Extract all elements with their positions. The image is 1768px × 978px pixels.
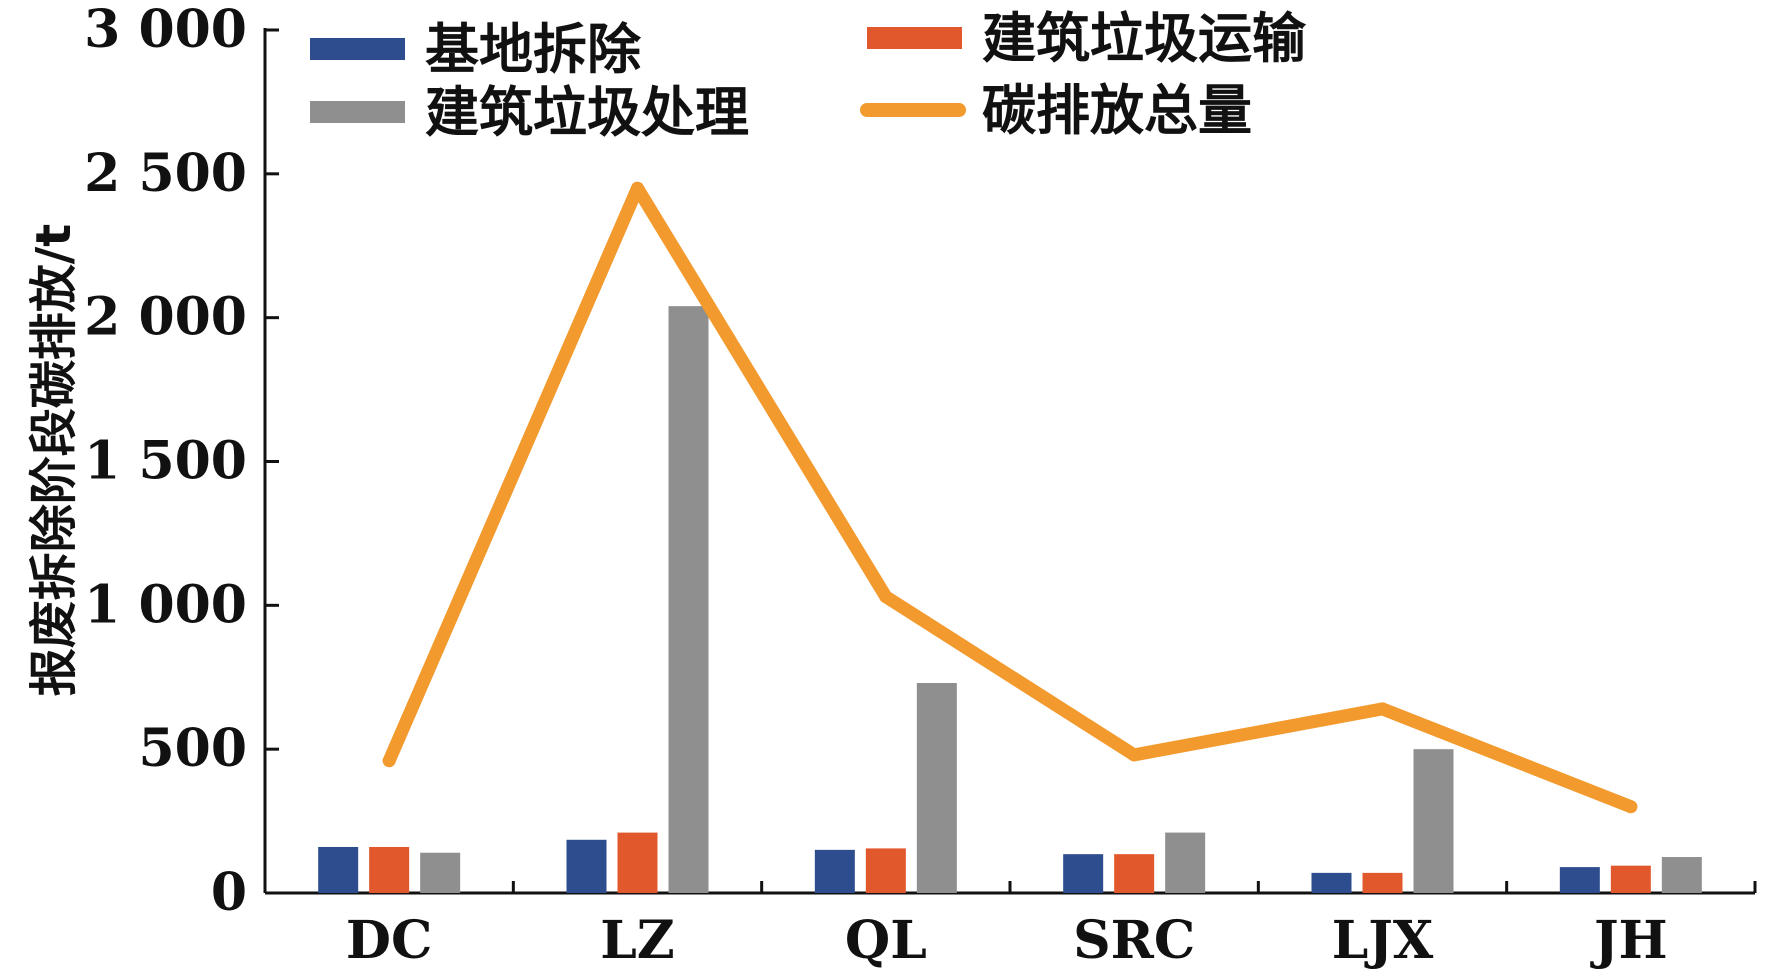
y-axis-label: 报废拆除阶段碳排放/t bbox=[26, 224, 82, 696]
bar-src-series-3 bbox=[1165, 832, 1206, 893]
x-tick-label-ql: QL bbox=[845, 910, 927, 971]
bar-lz-series-2 bbox=[617, 832, 658, 893]
legend-swatch-3 bbox=[310, 101, 405, 123]
y-tick-label: 500 bbox=[138, 718, 247, 779]
x-tick-label-ljx: LJX bbox=[1332, 910, 1434, 971]
line-point-src bbox=[1127, 748, 1141, 762]
bar-ql-series-3 bbox=[916, 683, 957, 893]
bar-dc-series-3 bbox=[420, 852, 461, 893]
legend-swatch-1 bbox=[310, 38, 405, 60]
line-point-ql bbox=[879, 590, 893, 604]
bar-src-series-1 bbox=[1063, 854, 1104, 893]
y-tick-label: 2 000 bbox=[84, 287, 247, 348]
total-line-group bbox=[382, 181, 1638, 814]
bar-ljx-series-3 bbox=[1413, 749, 1454, 893]
line-point-lz bbox=[631, 181, 644, 195]
bar-dc-series-2 bbox=[369, 846, 410, 893]
bar-jh-series-1 bbox=[1559, 867, 1600, 893]
total-emission-line bbox=[382, 181, 1638, 814]
legend-label-1: 基地拆除 bbox=[425, 18, 642, 81]
y-tick-label: 3 000 bbox=[84, 0, 247, 60]
bar-lz-series-3 bbox=[668, 306, 709, 893]
bar-jh-series-3 bbox=[1661, 857, 1702, 893]
bar-ljx-series-1 bbox=[1311, 872, 1352, 893]
bar-src-series-2 bbox=[1114, 854, 1155, 893]
y-tick-label: 0 bbox=[211, 862, 247, 923]
x-tick-labels: DC LZ QL SRC LJX JH bbox=[346, 910, 1668, 971]
x-tick-label-dc: DC bbox=[346, 910, 432, 971]
y-ticks: 0 500 1 000 1 500 2 000 2 500 3 000 bbox=[84, 0, 279, 923]
y-tick-label: 1 000 bbox=[84, 574, 247, 635]
line-point-ljx bbox=[1376, 702, 1389, 716]
bar-ljx-series-2 bbox=[1362, 872, 1403, 893]
y-tick-label: 1 500 bbox=[84, 431, 247, 492]
bar-lz-series-1 bbox=[566, 839, 607, 893]
legend-label-3: 建筑垃圾处理 bbox=[425, 81, 749, 144]
legend-label-4: 碳排放总量 bbox=[982, 79, 1252, 142]
x-tick-label-lz: LZ bbox=[600, 910, 675, 971]
bar-ql-series-1 bbox=[814, 849, 855, 893]
legend-label-2: 建筑垃圾运输 bbox=[982, 7, 1307, 70]
x-tick-label-jh: JH bbox=[1590, 910, 1668, 971]
x-tick-label-src: SRC bbox=[1073, 910, 1195, 971]
line-point-jh bbox=[1624, 800, 1638, 814]
line-point-dc bbox=[382, 754, 396, 768]
bar-dc-series-1 bbox=[318, 846, 359, 893]
bars bbox=[318, 306, 1702, 893]
legend-swatch-2 bbox=[867, 27, 962, 49]
y-tick-label: 2 500 bbox=[84, 143, 247, 204]
bar-jh-series-2 bbox=[1610, 865, 1651, 893]
bar-ql-series-2 bbox=[865, 848, 906, 893]
